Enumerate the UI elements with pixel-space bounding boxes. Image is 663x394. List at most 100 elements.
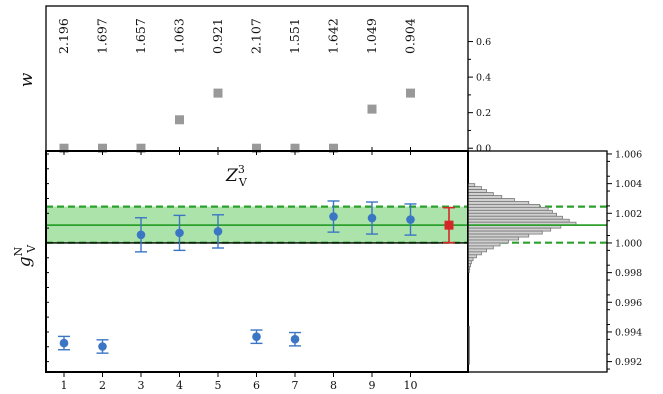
weight-marker (329, 143, 338, 153)
gv-data-point (406, 215, 415, 224)
fit-quality-label: 2.196 (56, 18, 71, 54)
hist-bar (467, 239, 509, 244)
hist-y-tick-label: 0.994 (615, 327, 642, 338)
fit-quality-label: 0.904 (403, 18, 418, 54)
x-tick-label: 9 (369, 379, 376, 392)
weights-y-axis-label: w (17, 72, 37, 87)
hist-bar (467, 245, 494, 250)
hist-bar (467, 206, 549, 211)
hist-bar (467, 236, 520, 241)
fit-quality-label: 1.063 (172, 18, 187, 54)
gv-panel: 1 2 3 4 5 6 7 8 9 10 Z3 V gNV (12, 150, 469, 392)
gv-data-point (329, 212, 338, 221)
x-tick-label: 7 (292, 379, 299, 392)
hist-y-tick-label: 0.992 (615, 357, 642, 368)
x-tick-label: 2 (99, 379, 106, 392)
histogram-y-axis-ticks: 0.992 0.994 0.996 0.998 1.000 1.002 1.004 1.006 (607, 149, 642, 370)
histogram-panel-frame (467, 150, 608, 373)
histogram-bars (467, 183, 607, 365)
average-band (46, 205, 468, 244)
fit-quality-label: 1.551 (287, 18, 302, 54)
weight-marker (213, 88, 223, 98)
hist-y-tick-label: 1.000 (615, 238, 642, 249)
x-axis-ticks: 1 2 3 4 5 6 7 8 9 10 (46, 151, 418, 392)
x-tick-label: 6 (253, 379, 260, 392)
fit-quality-label: 1.697 (95, 18, 110, 54)
weight-marker (406, 88, 415, 98)
hist-y-tick-label: 1.002 (615, 209, 642, 220)
weights-y-tick-label: 0.0 (476, 144, 491, 155)
hist-bar (467, 251, 482, 256)
weights-y-tick-label: 0.6 (476, 37, 491, 48)
weight-marker (252, 143, 261, 153)
gv-data-point (213, 227, 223, 236)
hist-bar (467, 230, 543, 235)
fit-quality-label: 1.657 (133, 18, 148, 54)
gv-data-point (136, 230, 146, 240)
weight-marker (98, 143, 107, 153)
gv-data-point (175, 228, 184, 238)
weight-marker (367, 104, 377, 114)
gv-data-point (367, 213, 377, 223)
hist-y-tick-label: 1.006 (615, 149, 642, 160)
hist-y-tick-label: 0.996 (615, 298, 642, 309)
panel-title: Z3 V (225, 163, 248, 189)
weights-panel: 0.00.20.40.6 2.196 1.697 1.657 1.063 0.921 2.… (17, 5, 491, 155)
average-point (443, 206, 455, 244)
weights-y-tick-label: 0.4 (476, 73, 491, 84)
weight-markers (59, 88, 415, 153)
hist-spike (468, 326, 470, 365)
gv-y-axis-label-sub: V (25, 244, 38, 254)
hist-y-tick-label: 0.998 (615, 268, 642, 279)
fit-quality-label: 1.049 (364, 18, 379, 54)
gv-y-axis-label-base: g (15, 256, 35, 267)
hist-bar (467, 203, 541, 208)
fit-quality-label: 2.107 (249, 18, 264, 54)
hist-bar (467, 242, 501, 247)
hist-bar (467, 198, 515, 202)
gv-data-point (98, 342, 107, 351)
hist-bar (467, 209, 553, 214)
hist-bar (467, 189, 487, 193)
weights-y-tick-label: 0.2 (476, 108, 491, 119)
hist-bar (467, 215, 563, 220)
hist-bar (467, 257, 474, 262)
x-tick-label: 8 (330, 379, 337, 392)
x-tick-label: 3 (138, 379, 145, 392)
panel-title-base: Z (225, 166, 239, 186)
x-tick-label: 5 (215, 379, 222, 392)
hist-bar (467, 195, 503, 199)
panel-title-sub: V (238, 176, 248, 189)
hist-bar (467, 186, 482, 190)
hist-bar (467, 192, 494, 196)
histogram-panel: 0.992 0.994 0.996 0.998 1.000 1.002 1.004 1.006 (467, 149, 642, 373)
weight-marker (136, 143, 146, 153)
weight-marker (290, 143, 300, 153)
gv-y-axis-label-sup: N (12, 246, 25, 256)
hist-y-tick-label: 1.004 (615, 179, 642, 190)
fit-quality-label: 1.642 (326, 18, 341, 54)
weights-axis-ticks: 0.0 0.2 0.4 0.6 (63, 37, 491, 155)
average-marker (444, 220, 454, 230)
gv-data-point (290, 334, 300, 344)
hist-bar (467, 183, 476, 187)
gv-y-axis-label: gNV (12, 244, 38, 268)
panel-title-sup: 3 (238, 163, 245, 176)
x-tick-label: 4 (176, 379, 183, 392)
gv-data-point (252, 332, 261, 341)
hist-bar (467, 218, 570, 223)
weight-marker (175, 115, 184, 125)
fit-quality-label: 0.921 (210, 18, 225, 54)
hist-bar (467, 254, 477, 259)
hist-bar (467, 201, 530, 205)
fit-quality-labels: 2.196 1.697 1.657 1.063 0.921 2.107 1.551 1.642… (56, 18, 418, 54)
gv-data-point (59, 338, 69, 348)
hist-bar (467, 212, 557, 217)
x-tick-label: 10 (404, 379, 418, 392)
weight-marker (59, 143, 69, 153)
hist-bar (467, 227, 552, 232)
gv-data-points (58, 200, 417, 354)
hist-bar (467, 248, 487, 253)
hist-bar (467, 233, 530, 238)
